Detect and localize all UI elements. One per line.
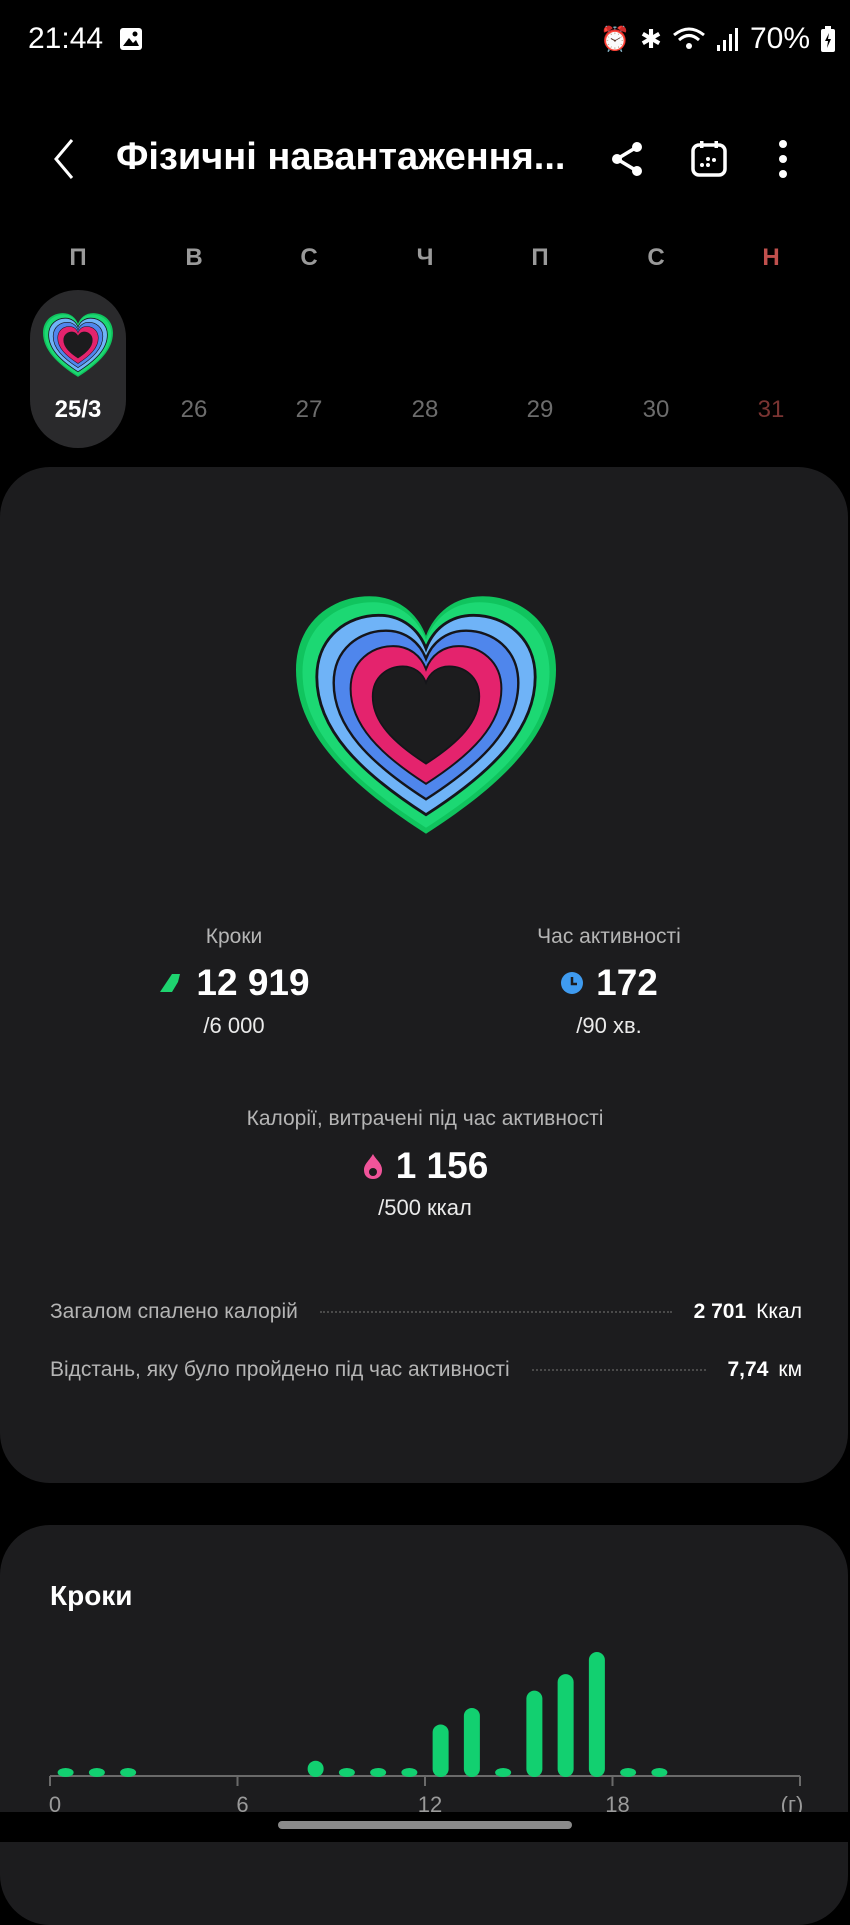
shoe-icon (160, 974, 181, 992)
back-icon (54, 139, 74, 179)
steps-bar-hour-18[interactable] (620, 1767, 637, 1777)
steps-card-title: Кроки (50, 1580, 133, 1611)
steps-bar-hour-12[interactable] (432, 1724, 449, 1777)
day-date[interactable]: 29 (526, 396, 554, 423)
calories-goal: /500 ккал (378, 1195, 472, 1220)
share-icon (612, 142, 642, 176)
back-button[interactable] (44, 136, 84, 182)
weekday-letter: П (69, 244, 87, 271)
steps-bar-hour-8[interactable] (307, 1760, 324, 1777)
row-unit: км (778, 1358, 802, 1381)
home-gesture-handle[interactable] (278, 1821, 572, 1829)
x-tick-label: (г) (780, 1792, 804, 1817)
steps-bar-hour-16[interactable] (557, 1674, 574, 1777)
row-label: Відстань, яку було пройдено під час акти… (50, 1358, 510, 1381)
active-time-goal: /90 хв. (576, 1013, 642, 1038)
steps-bar-hour-14[interactable] (495, 1767, 512, 1777)
weekday-letter: В (185, 244, 203, 271)
battery-percent: 70% (749, 22, 810, 55)
active-time-label: Час активності (537, 925, 681, 948)
dotted-leader (531, 1369, 706, 1371)
x-tick-label: 0 (48, 1792, 62, 1817)
steps-hourly-chart (49, 1652, 801, 1786)
day-date[interactable]: 27 (295, 396, 323, 423)
calendar-icon (691, 141, 727, 177)
status-icons: ⏰ ✱ 70% (600, 22, 836, 56)
steps-bar-hour-0[interactable] (57, 1767, 74, 1777)
signal-icon (716, 28, 738, 51)
active-time-value: 172 (409, 962, 809, 1004)
calories-label: Калорії, витрачені під час активності (246, 1107, 604, 1130)
x-tick-label: 6 (236, 1792, 249, 1817)
weekday-letter: Ч (416, 244, 434, 271)
share-button[interactable] (604, 136, 650, 182)
status-time: 21:44 (28, 22, 104, 55)
steps-value: 12 919 (34, 962, 434, 1004)
active-time-minutes: 172 (596, 962, 658, 1003)
calories-value: 1 156 (225, 1145, 625, 1187)
weekday-letter: С (300, 244, 318, 271)
day-activity-heart-icon (40, 310, 116, 380)
weekday-letter: С (647, 244, 665, 271)
page-title: Фізичні навантаження... (116, 136, 566, 178)
more-icon (779, 140, 787, 178)
day-date[interactable]: 30 (642, 396, 670, 423)
row-value: 7,74 (727, 1358, 769, 1381)
alarm-icon: ⏰ (600, 25, 631, 53)
weekday-letter: П (531, 244, 549, 271)
steps-bar-hour-2[interactable] (120, 1767, 137, 1777)
steps-label: Кроки (205, 925, 263, 948)
calendar-button[interactable] (686, 136, 732, 182)
row-unit: Ккал (756, 1300, 802, 1323)
steps-bar-hour-19[interactable] (651, 1767, 668, 1777)
steps-count: 12 919 (196, 962, 310, 1003)
row-value: 2 701 (693, 1300, 747, 1323)
battery-charging-icon (821, 26, 835, 52)
day-date[interactable]: 31 (757, 396, 785, 423)
dotted-leader (319, 1311, 672, 1313)
day-date[interactable]: 25/3 (54, 396, 102, 423)
more-options-button[interactable] (766, 136, 800, 182)
steps-bar-hour-17[interactable] (588, 1652, 605, 1777)
steps-bar-hour-1[interactable] (88, 1767, 105, 1777)
steps-bar-hour-13[interactable] (463, 1707, 480, 1777)
total-calories-row: Загалом спалено калорій 2 701 Ккал (50, 1300, 802, 1324)
steps-bar-hour-10[interactable] (370, 1767, 387, 1777)
gallery-icon (120, 28, 142, 50)
bluetooth-icon: ✱ (640, 23, 662, 54)
steps-goal: /6 000 (203, 1013, 265, 1038)
row-label: Загалом спалено калорій (50, 1300, 298, 1323)
day-date[interactable]: 26 (180, 396, 208, 423)
activity-rings-heart (278, 585, 574, 845)
distance-row: Відстань, яку було пройдено під час акти… (50, 1358, 802, 1382)
day-date[interactable]: 28 (411, 396, 439, 423)
steps-bar-hour-15[interactable] (526, 1690, 543, 1777)
steps-bar-hour-9[interactable] (338, 1767, 355, 1777)
calories-count: 1 156 (395, 1145, 489, 1186)
steps-bar-hour-11[interactable] (401, 1767, 418, 1777)
wifi-icon (673, 27, 705, 49)
weekday-letter: Н (762, 244, 780, 271)
flame-icon (363, 1154, 382, 1179)
clock-icon (561, 972, 584, 994)
